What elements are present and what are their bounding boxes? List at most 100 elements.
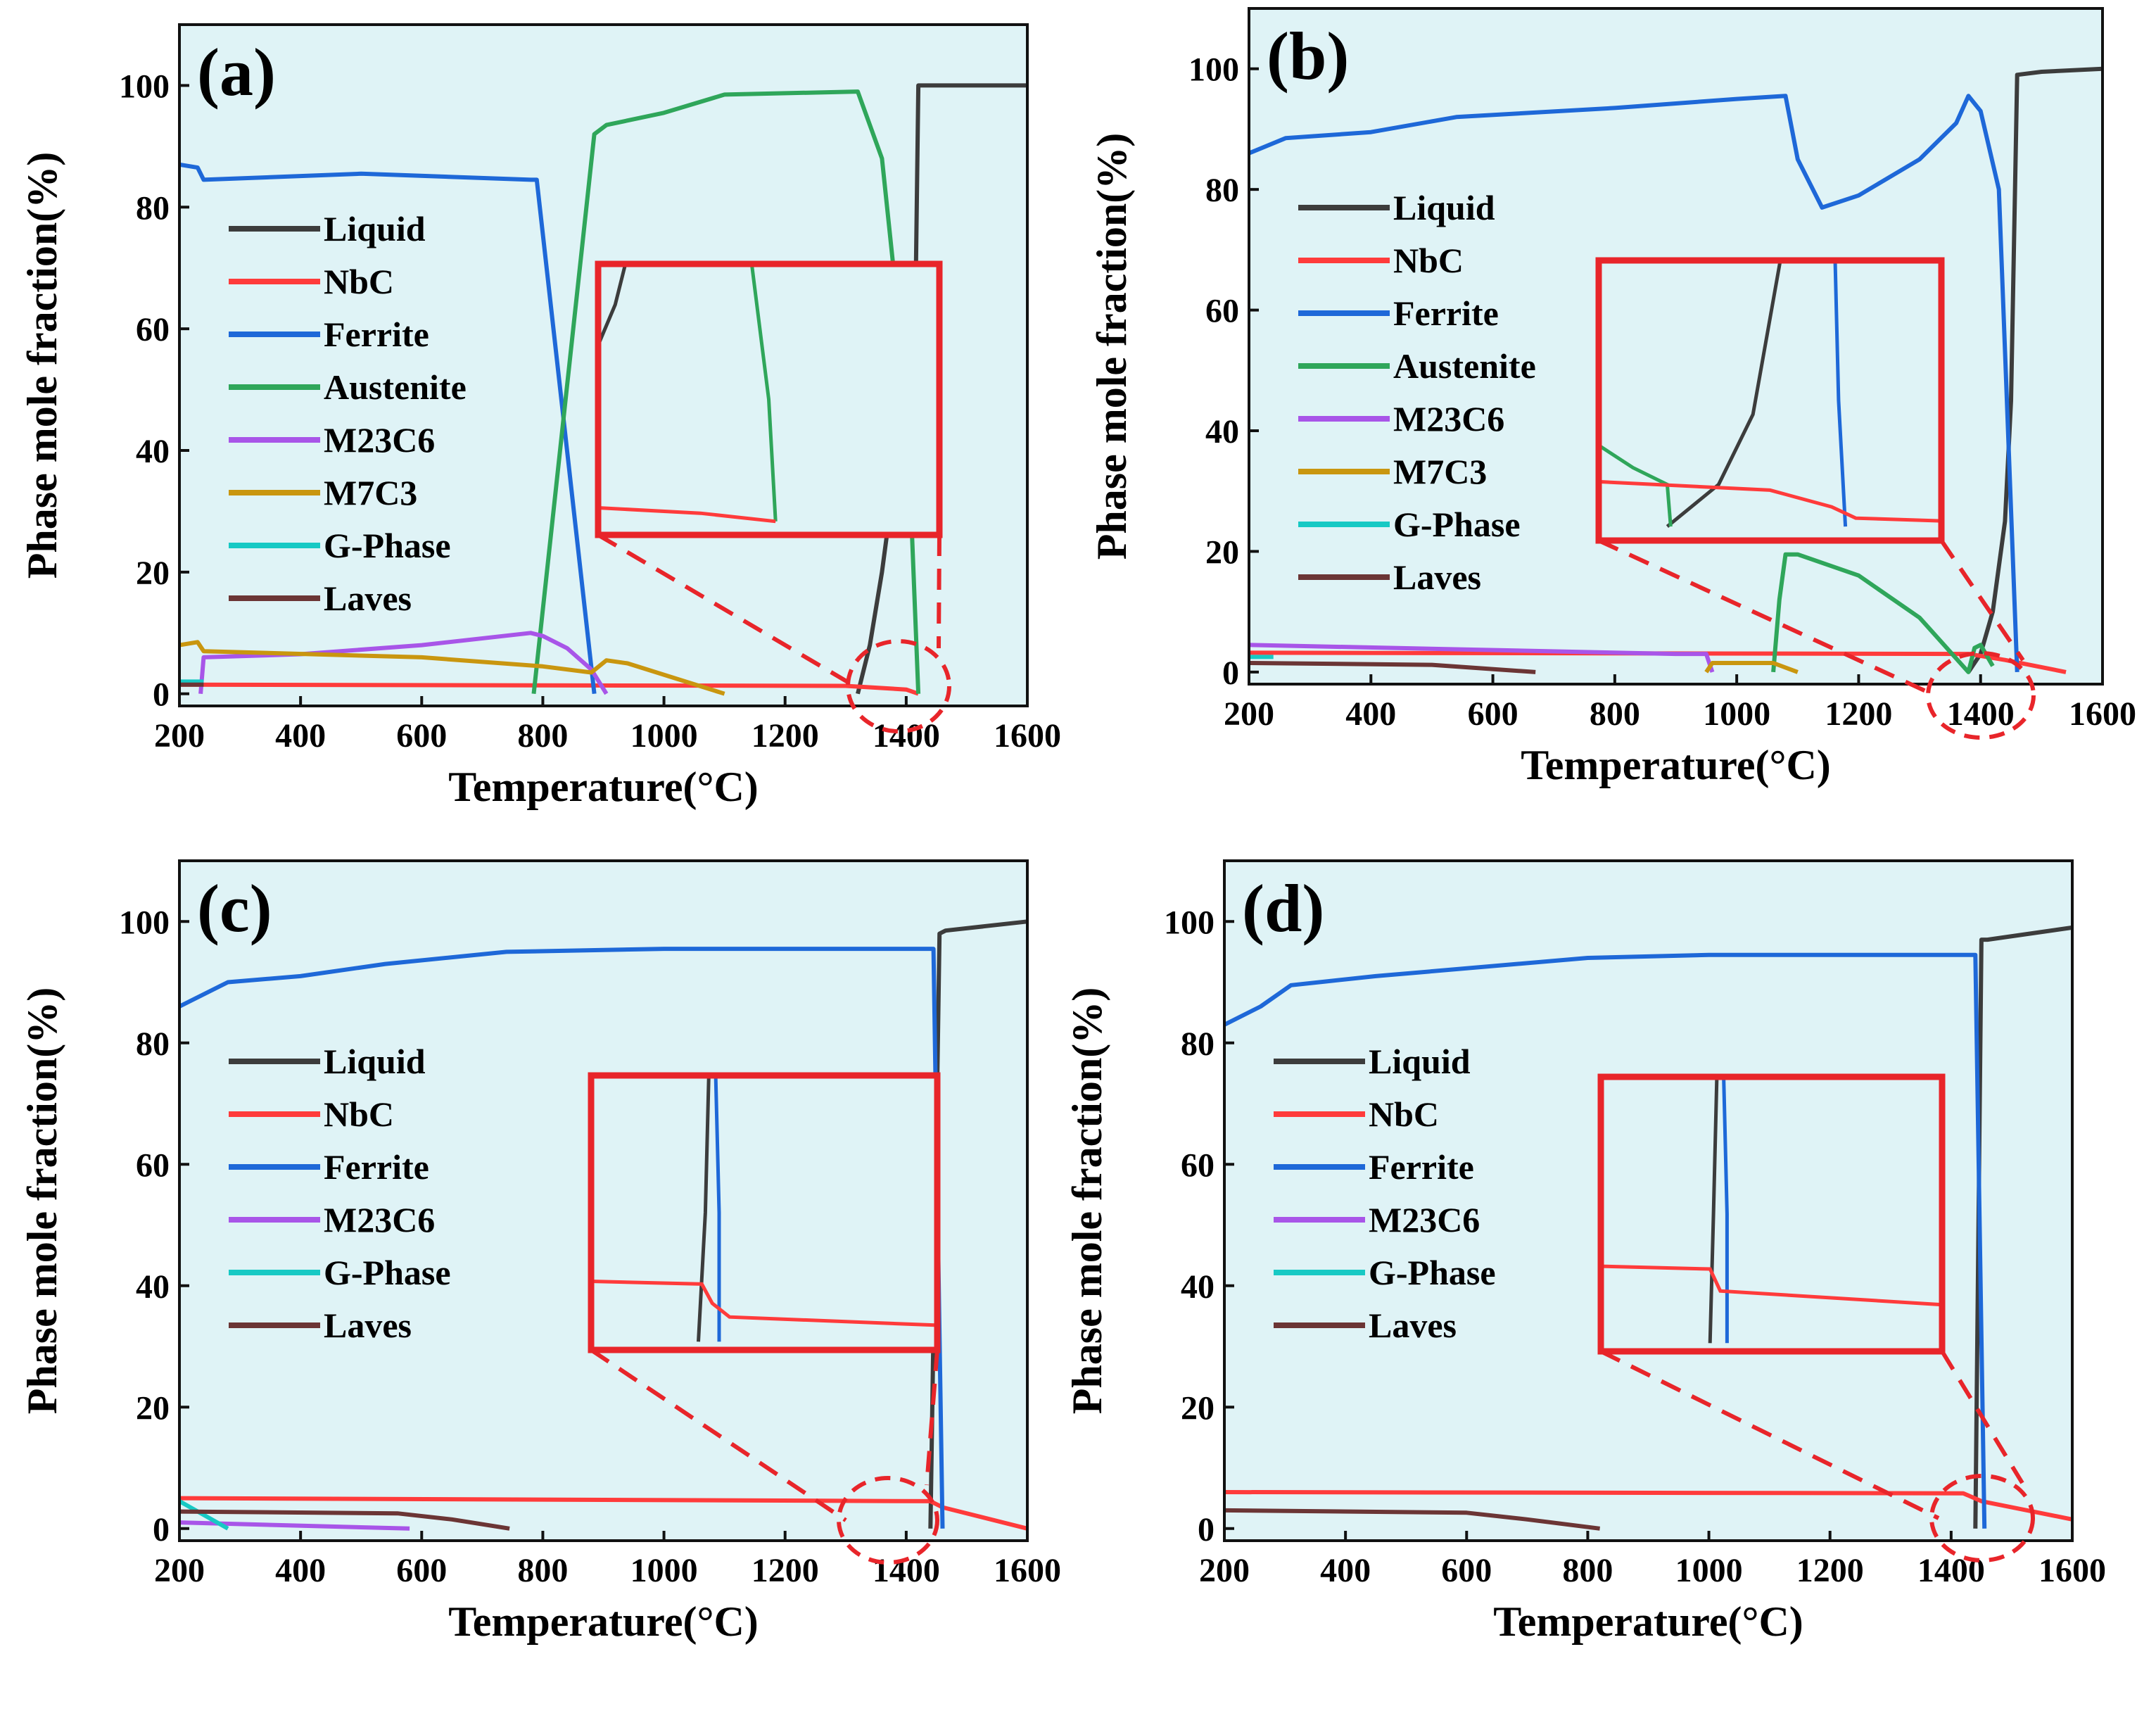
x-tick-label: 1600 <box>994 1552 1061 1589</box>
legend-label: G-Phase <box>1393 505 1521 544</box>
inset-background <box>591 1075 937 1350</box>
inset <box>588 1072 941 1353</box>
chart-panel-c: 200 400 600 800 1000 1200 1400 1600020406080100… <box>19 859 1061 1645</box>
y-tick-label: 80 <box>1205 172 1239 209</box>
x-tick-label: 800 <box>517 1552 568 1589</box>
y-tick-label: 0 <box>1222 655 1239 692</box>
inset-line-nbc <box>590 1280 938 1327</box>
inset-line-liquid <box>1666 260 1782 529</box>
x-tick-label: 200 <box>1224 695 1274 733</box>
y-tick-label: 60 <box>1181 1147 1215 1184</box>
legend-label: Liquid <box>1393 188 1495 227</box>
legend-label: Liquid <box>324 209 426 248</box>
plot-frame <box>178 23 1029 707</box>
legend: Liquid NbC Ferrite Austenite M23C6 M7C3 G-Phas… <box>229 209 467 618</box>
x-tick-label: 400 <box>1345 695 1396 733</box>
x-tick-label: 1200 <box>1796 1552 1864 1589</box>
x-tick-label: 600 <box>396 1552 447 1589</box>
inset-line-liquid <box>596 263 628 346</box>
x-axis-title: Temperature(°C) <box>448 1598 759 1645</box>
inset-line-austenite <box>749 263 778 522</box>
x-tick-label: 400 <box>1320 1552 1371 1589</box>
y-tick-label: 60 <box>1205 293 1239 330</box>
zoom-connector <box>590 1348 847 1522</box>
inset <box>595 260 943 538</box>
series-line-laves <box>1248 661 1536 674</box>
x-tick-label: 1400 <box>1947 695 2015 733</box>
y-tick-label: 60 <box>136 311 170 348</box>
y-tick-label: 80 <box>1181 1025 1215 1063</box>
legend-label: M23C6 <box>1393 399 1504 438</box>
y-tick-label: 100 <box>119 904 170 941</box>
panel-label: (d) <box>1242 871 1324 946</box>
zoom-connector <box>1940 1350 2024 1484</box>
y-tick-label: 20 <box>136 1389 170 1427</box>
y-tick-label: 40 <box>1181 1268 1215 1306</box>
y-tick-label: 0 <box>153 1511 170 1548</box>
y-tick-label: 20 <box>1205 533 1239 571</box>
x-axis-title: Temperature(°C) <box>1493 1598 1803 1645</box>
series-line-ferrite <box>1248 94 2019 673</box>
x-tick-label: 200 <box>1199 1552 1250 1589</box>
legend-label: G-Phase <box>324 1253 451 1292</box>
series-line-ferrite <box>178 947 945 1529</box>
legend-label: M7C3 <box>324 473 417 512</box>
x-tick-label: 1600 <box>2069 695 2136 733</box>
legend-label: Austenite <box>1393 346 1536 386</box>
y-axis-title: Phase mole fraction(%) <box>1089 133 1135 560</box>
inset-frame <box>1597 1073 1946 1355</box>
y-tick-label: 60 <box>136 1147 170 1184</box>
inset-background <box>1599 260 1941 541</box>
legend-label: M23C6 <box>1369 1200 1480 1239</box>
x-axis-title: Temperature(°C) <box>448 764 759 810</box>
y-tick-label: 40 <box>136 1268 170 1306</box>
series-line-m7c3 <box>1704 661 1799 674</box>
legend-label: Ferrite <box>1369 1147 1474 1187</box>
y-tick-label: 100 <box>1164 904 1215 941</box>
legend-label: M7C3 <box>1393 452 1487 491</box>
x-tick-label: 1000 <box>1703 695 1770 733</box>
zoom-circle <box>1926 651 2036 740</box>
x-tick-label: 800 <box>1562 1552 1613 1589</box>
inset-line-liquid <box>697 1075 711 1342</box>
inset-background <box>1601 1077 1942 1351</box>
inset-line-ferrite <box>1722 1076 1729 1344</box>
legend-label: NbC <box>324 262 394 301</box>
legend-label: Liquid <box>324 1042 426 1081</box>
x-tick-label: 600 <box>1468 695 1518 733</box>
x-tick-label: 600 <box>1441 1552 1492 1589</box>
legend: Liquid NbC Ferrite M23C6 G-Phase Laves <box>1274 1042 1496 1345</box>
legend-label: G-Phase <box>324 526 451 565</box>
panel-label: (c) <box>197 871 272 946</box>
y-tick-label: 40 <box>136 433 170 470</box>
y-axis-title: Phase mole fraction(%) <box>19 152 65 579</box>
x-tick-label: 1000 <box>630 717 698 755</box>
y-tick-label: 20 <box>1181 1389 1215 1427</box>
series-line-nbc <box>179 682 920 696</box>
inset <box>1597 1073 1946 1355</box>
inset-line-nbc <box>1600 1264 1943 1307</box>
inset-line-austenite <box>1597 443 1673 527</box>
inset-line-nbc <box>597 506 776 524</box>
plot-frame <box>178 859 1029 1542</box>
inset-line-liquid <box>1708 1076 1719 1344</box>
inset-frame <box>595 260 943 538</box>
y-tick-label: 80 <box>136 1025 170 1063</box>
zoom-connector <box>597 533 856 688</box>
y-tick-label: 100 <box>1188 51 1239 89</box>
legend-label: NbC <box>1369 1094 1439 1134</box>
x-tick-label: 1400 <box>873 717 940 755</box>
inset-line-ferrite <box>1833 260 1848 527</box>
y-tick-label: 0 <box>153 676 170 714</box>
x-tick-label: 1000 <box>1675 1552 1743 1589</box>
y-tick-label: 100 <box>119 68 170 105</box>
legend-label: Laves <box>1369 1306 1457 1345</box>
chart-panel-d: 200 400 600 800 1000 1200 1400 1600 0 20 40 60 80 100… <box>1064 859 2106 1645</box>
x-tick-label: 1600 <box>2038 1552 2106 1589</box>
zoom-connector <box>1939 539 2025 662</box>
legend-label: NbC <box>324 1094 394 1134</box>
legend: Liquid NbC Ferrite Austenite M23C6 M7C3 G-Phas… <box>1298 188 1536 597</box>
plot-frame <box>1248 7 2104 686</box>
panel-label: (b) <box>1267 18 1349 94</box>
